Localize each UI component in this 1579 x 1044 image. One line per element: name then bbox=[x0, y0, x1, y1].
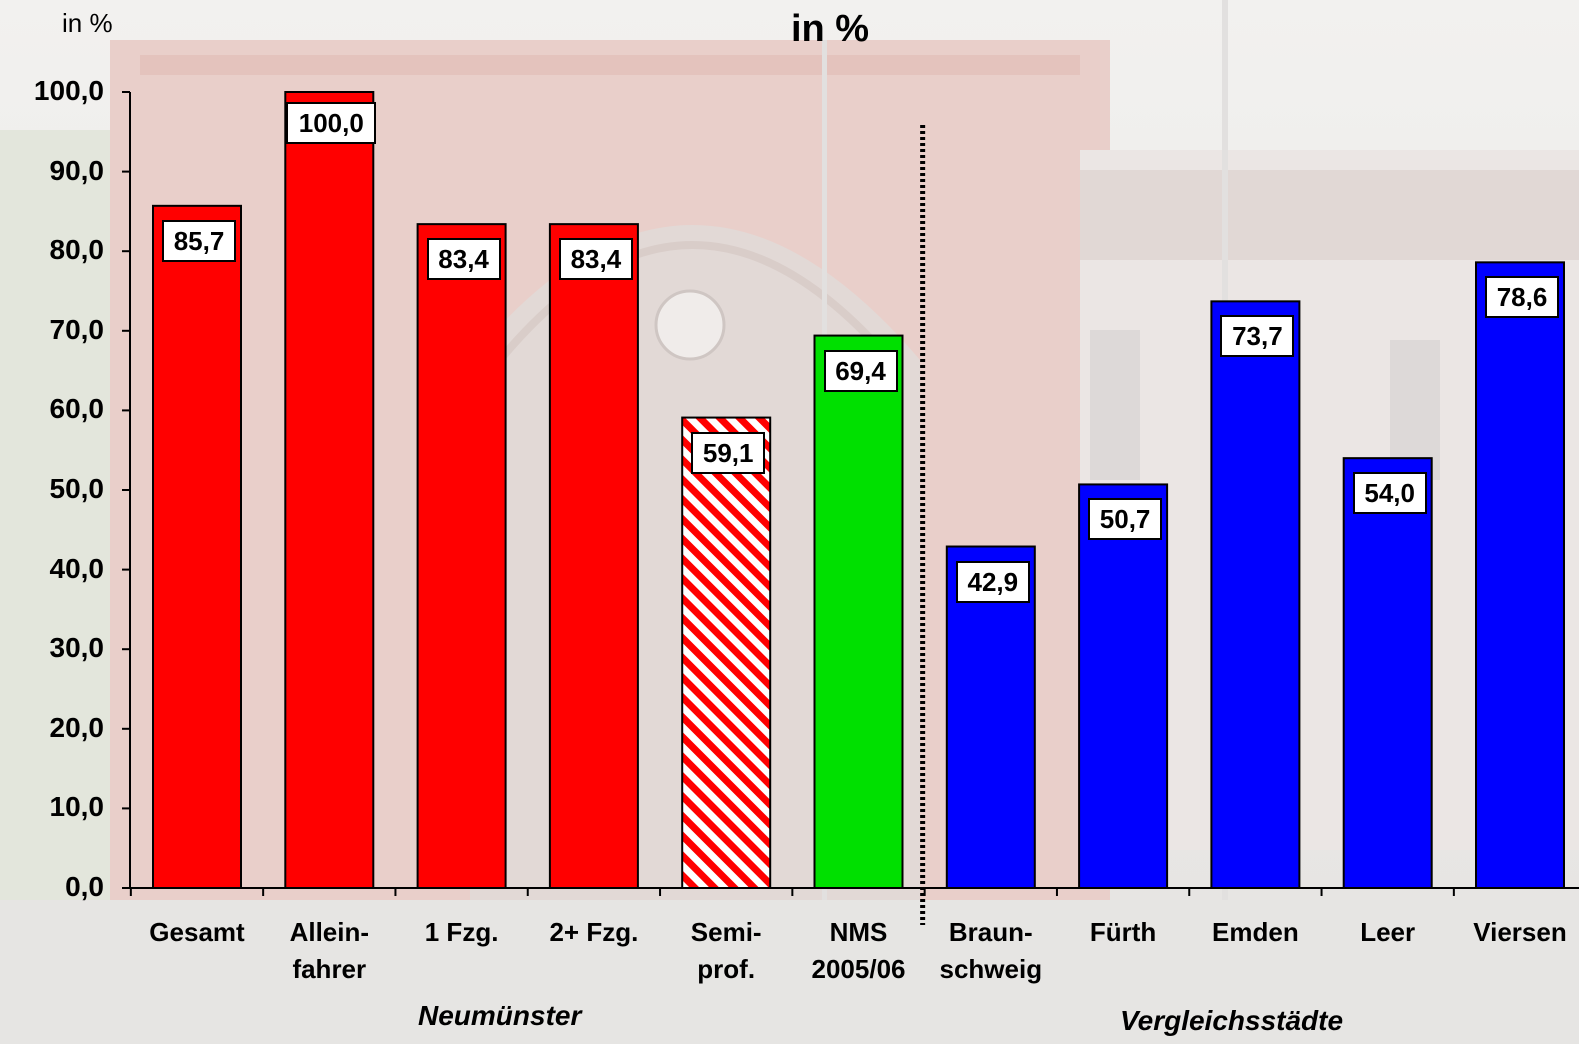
data-label: 85,7 bbox=[162, 219, 236, 262]
y-tick-label: 50,0 bbox=[49, 473, 105, 504]
x-tick-label: NMS 2005/06 bbox=[811, 917, 906, 984]
y-tick-label: 100,0 bbox=[33, 75, 104, 106]
x-tick-label: Gesamt bbox=[149, 917, 245, 947]
y-tick-label: 40,0 bbox=[49, 552, 105, 584]
data-label: 42,9 bbox=[955, 560, 1030, 603]
data-label: 54,0 bbox=[1352, 472, 1427, 515]
x-tick-label: Allein-fahrer bbox=[289, 917, 370, 984]
bar bbox=[152, 204, 242, 889]
y-tick-label: 30,0 bbox=[49, 632, 105, 664]
bar bbox=[1078, 483, 1169, 889]
bar bbox=[548, 223, 639, 890]
y-unit-label: in % bbox=[62, 8, 113, 38]
y-tick-label: 70,0 bbox=[49, 313, 105, 345]
y-tick-label: 60,0 bbox=[49, 393, 105, 425]
y-tick-label: 80,0 bbox=[49, 234, 105, 266]
data-label: 83,4 bbox=[426, 238, 501, 281]
data-label: 83,4 bbox=[558, 238, 633, 281]
bar bbox=[1475, 261, 1565, 889]
y-tick-label: 90,0 bbox=[49, 154, 105, 186]
x-tick-label: Leer bbox=[1360, 917, 1416, 947]
data-label: 78,6 bbox=[1485, 276, 1559, 319]
bar bbox=[945, 545, 1036, 889]
chart-title: in % bbox=[790, 8, 870, 50]
group-label-vergleichsstaedte: Vergleichsstädte bbox=[1120, 1005, 1344, 1036]
x-tick-label: Viersen bbox=[1473, 917, 1567, 947]
bar bbox=[1210, 300, 1301, 889]
bar bbox=[1342, 457, 1433, 889]
y-tick-label: 20,0 bbox=[49, 711, 105, 743]
data-label: 69,4 bbox=[823, 349, 898, 392]
bar bbox=[813, 334, 904, 889]
x-tick-label: 1 Fzg. bbox=[424, 917, 499, 947]
y-tick-label: 10,0 bbox=[49, 791, 105, 823]
x-tick-label: 2+ Fzg. bbox=[549, 917, 639, 947]
x-tick-label: Emden bbox=[1212, 917, 1299, 947]
data-label: 100,0 bbox=[286, 102, 377, 144]
bar bbox=[681, 416, 772, 889]
data-label: 73,7 bbox=[1220, 315, 1295, 358]
x-tick-label: Semi-prof. bbox=[690, 917, 762, 984]
data-label: 50,7 bbox=[1088, 498, 1163, 541]
group-label-neumuenster: Neumünster bbox=[418, 1000, 582, 1031]
bar bbox=[284, 91, 375, 889]
y-tick-label: 0,0 bbox=[65, 871, 104, 902]
bar bbox=[416, 223, 507, 890]
data-label: 59,1 bbox=[691, 431, 766, 474]
x-tick-label: Braun-schweig bbox=[939, 917, 1043, 984]
x-tick-label: Fürth bbox=[1089, 917, 1157, 947]
